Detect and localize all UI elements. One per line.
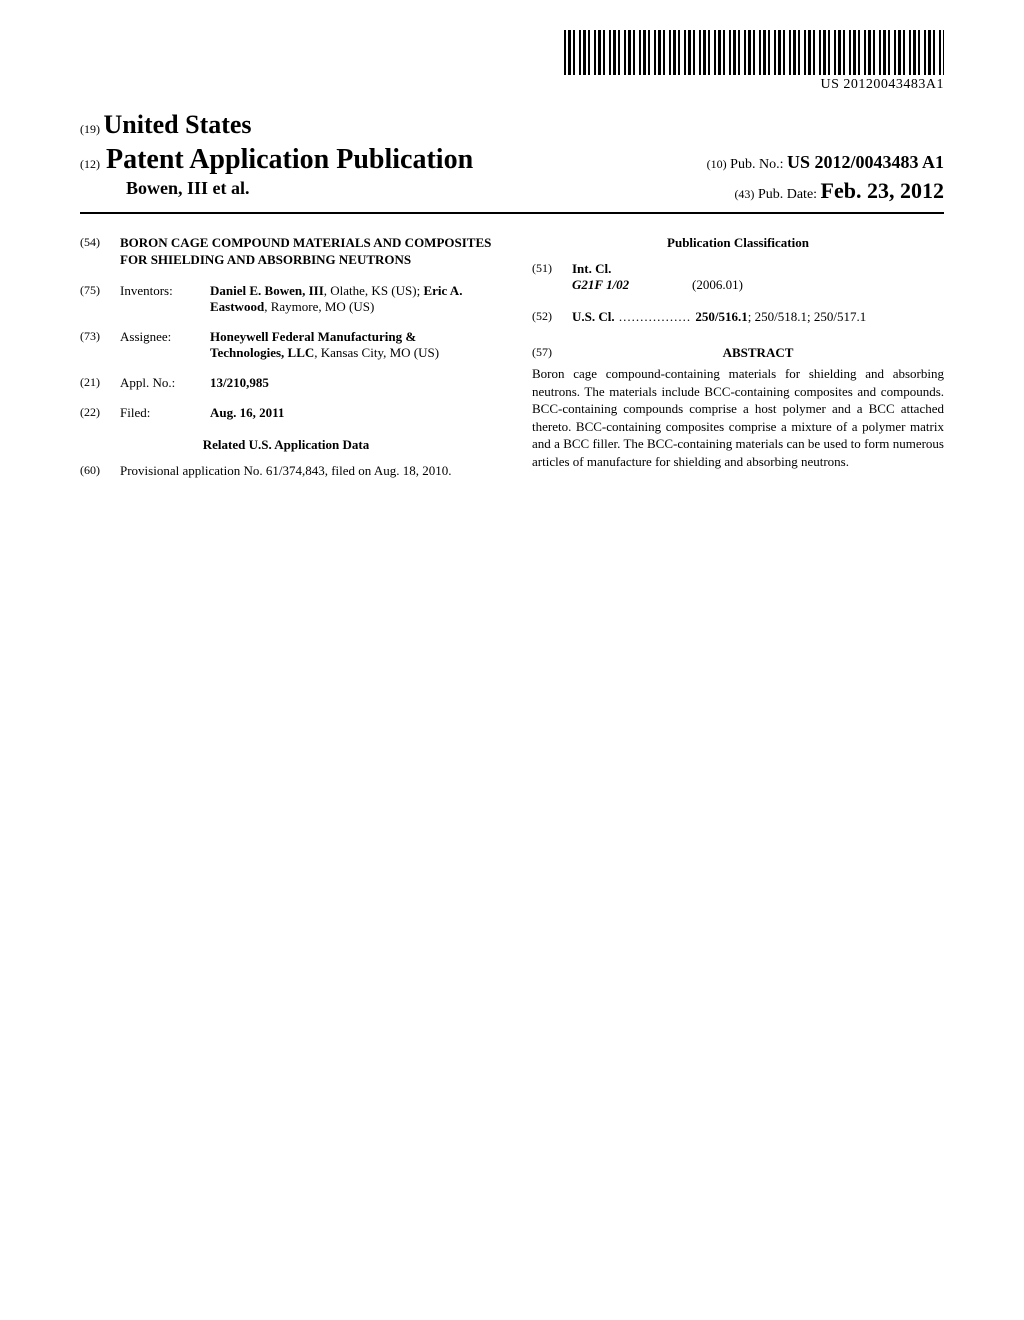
country-name: United States: [104, 110, 252, 139]
uscl-value: U.S. Cl. ................. 250/516.1; 25…: [572, 309, 944, 325]
uscl-code: (52): [532, 309, 572, 325]
pub-type: Patent Application Publication: [106, 144, 473, 176]
inventor-2-loc: , Raymore, MO (US): [264, 299, 374, 314]
abstract-heading-row: (57) ABSTRACT: [532, 345, 944, 361]
inventor-1-loc: , Olathe, KS (US);: [324, 283, 424, 298]
inventors-label: Inventors:: [120, 283, 210, 315]
title-field: (54) BORON CAGE COMPOUND MATERIALS AND C…: [80, 235, 492, 269]
country-code: (19): [80, 122, 100, 136]
inventor-1-name: Daniel E. Bowen, III: [210, 283, 324, 298]
pub-date: Feb. 23, 2012: [821, 178, 944, 203]
appl-no-label: Appl. No.:: [120, 375, 210, 391]
related-heading: Related U.S. Application Data: [80, 437, 492, 453]
title-code: (54): [80, 235, 120, 269]
abstract-code: (57): [532, 345, 572, 361]
intcl-row: G21F 1/02 (2006.01): [572, 277, 944, 293]
pub-type-block: (12) Patent Application Publication: [80, 144, 473, 176]
filed-field: (22) Filed: Aug. 16, 2011: [80, 405, 492, 421]
pub-date-block: (43) Pub. Date: Feb. 23, 2012: [734, 178, 944, 204]
pub-date-label: Pub. Date:: [758, 187, 817, 202]
uscl-label: U.S. Cl.: [572, 309, 615, 324]
barcode-section: US 20120043483A1: [564, 30, 944, 93]
barcode-text: US 20120043483A1: [564, 77, 944, 93]
header-block: (19) United States (12) Patent Applicati…: [80, 110, 944, 204]
uscl-main: 250/516.1: [695, 309, 747, 324]
uscl-rest: ; 250/518.1; 250/517.1: [748, 309, 866, 324]
left-column: (54) BORON CAGE COMPOUND MATERIALS AND C…: [80, 235, 492, 493]
appl-no-value: 13/210,985: [210, 375, 492, 391]
authors: Bowen, III et al.: [126, 178, 250, 204]
provisional-text: Provisional application No. 61/374,843, …: [120, 463, 492, 479]
invention-title: BORON CAGE COMPOUND MATERIALS AND COMPOS…: [120, 235, 492, 269]
uscl-dots: .................: [615, 309, 696, 324]
intcl-field: (51) Int. Cl. G21F 1/02 (2006.01): [532, 261, 944, 295]
pub-no-label: Pub. No.:: [730, 157, 783, 172]
pub-type-code: (12): [80, 157, 100, 172]
intcl-label: Int. Cl.: [572, 261, 944, 277]
country-line: (19) United States: [80, 110, 944, 140]
barcode-graphic: [564, 30, 944, 75]
assignee-label: Assignee:: [120, 329, 210, 361]
title-row: (12) Patent Application Publication (10)…: [80, 144, 944, 176]
content-columns: (54) BORON CAGE COMPOUND MATERIALS AND C…: [80, 235, 944, 493]
filed-label: Filed:: [120, 405, 210, 421]
provisional-code: (60): [80, 463, 120, 479]
intcl-date: (2006.01): [692, 277, 944, 293]
intcl-block: Int. Cl. G21F 1/02 (2006.01): [572, 261, 944, 295]
appl-no-field: (21) Appl. No.: 13/210,985: [80, 375, 492, 391]
inventors-code: (75): [80, 283, 120, 315]
filed-value: Aug. 16, 2011: [210, 405, 492, 421]
author-row: Bowen, III et al. (43) Pub. Date: Feb. 2…: [80, 178, 944, 204]
assignee-code: (73): [80, 329, 120, 361]
intcl-class: G21F 1/02: [572, 277, 692, 293]
uscl-field: (52) U.S. Cl. ................. 250/516.…: [532, 309, 944, 325]
pub-date-code: (43): [734, 187, 754, 201]
pub-no: US 2012/0043483 A1: [787, 152, 944, 172]
abstract-text: Boron cage compound-containing materials…: [532, 365, 944, 470]
assignee-field: (73) Assignee: Honeywell Federal Manufac…: [80, 329, 492, 361]
assignee-loc: , Kansas City, MO (US): [314, 345, 439, 360]
pub-no-block: (10) Pub. No.: US 2012/0043483 A1: [707, 152, 944, 173]
header-divider: [80, 212, 944, 214]
intcl-code: (51): [532, 261, 572, 295]
pub-class-heading: Publication Classification: [532, 235, 944, 251]
pub-no-code: (10): [707, 157, 727, 171]
right-column: Publication Classification (51) Int. Cl.…: [532, 235, 944, 493]
filed-code: (22): [80, 405, 120, 421]
inventors-value: Daniel E. Bowen, III, Olathe, KS (US); E…: [210, 283, 492, 315]
appl-no-code: (21): [80, 375, 120, 391]
assignee-value: Honeywell Federal Manufacturing & Techno…: [210, 329, 492, 361]
abstract-heading: ABSTRACT: [572, 345, 944, 361]
inventors-field: (75) Inventors: Daniel E. Bowen, III, Ol…: [80, 283, 492, 315]
provisional-field: (60) Provisional application No. 61/374,…: [80, 463, 492, 479]
